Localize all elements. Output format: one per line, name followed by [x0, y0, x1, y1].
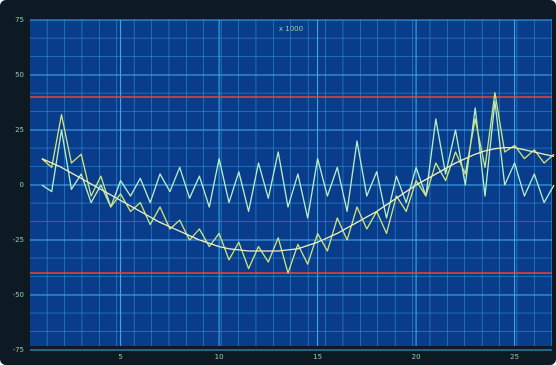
chart: x 1000 -75 -50 -25 0 25 50 75 5 10 15 20 25: [0, 0, 556, 365]
x-tick-label: 10: [215, 353, 224, 361]
x-tick-label: 15: [313, 353, 322, 361]
chart-title: x 1000: [279, 25, 303, 33]
y-tick-label: 0: [20, 181, 24, 189]
x-tick-label: 5: [118, 353, 122, 361]
y-tick-label: 25: [15, 126, 24, 134]
x-tick-label: 25: [510, 353, 519, 361]
y-tick-label: -25: [13, 236, 24, 244]
y-tick-label: -50: [13, 291, 24, 299]
y-tick-label: 75: [15, 16, 24, 24]
fine-grid: [30, 20, 552, 346]
y-tick-label: -75: [13, 346, 24, 354]
y-tick-label: 50: [15, 71, 24, 79]
x-tick-label: 20: [412, 353, 421, 361]
